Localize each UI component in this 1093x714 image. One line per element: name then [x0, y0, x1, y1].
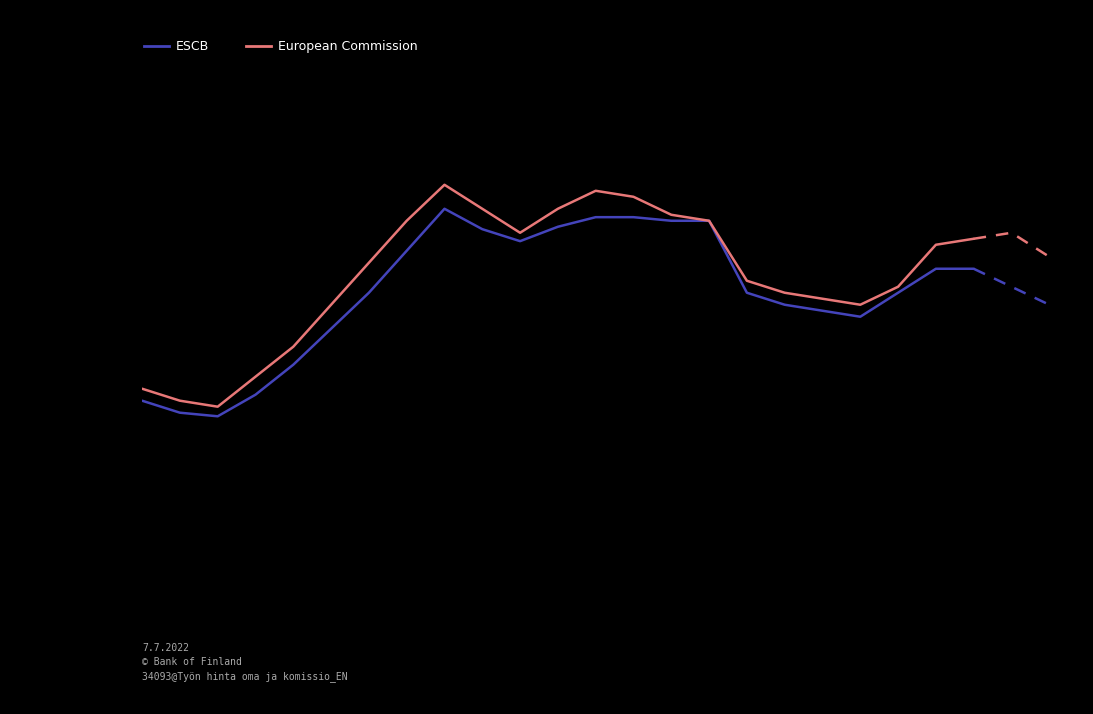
Text: 7.7.2022
© Bank of Finland
34093@Työn hinta oma ja komissio_EN: 7.7.2022 © Bank of Finland 34093@Työn hi… — [142, 643, 348, 681]
Legend: ESCB, European Commission: ESCB, European Commission — [139, 35, 422, 58]
